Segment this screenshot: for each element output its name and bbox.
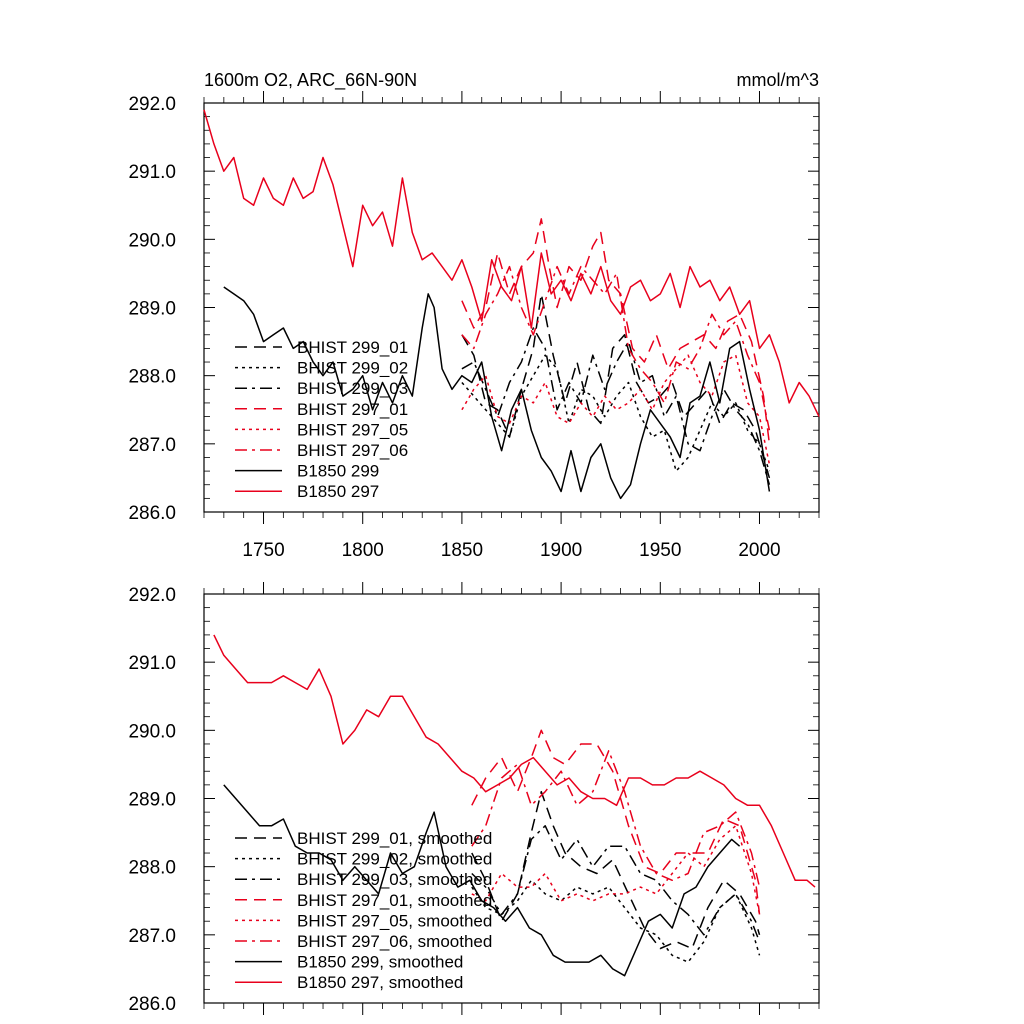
top-y-tick-label: 292.0 [128,94,176,115]
top-legend-label-0: BHIST 299_01 [297,338,408,357]
top-y-tick-label: 288.0 [128,367,176,388]
top-legend-label-6: B1850 299 [297,462,379,481]
top-series-line-3 [461,218,771,444]
bottom-series-line-0 [471,790,761,950]
bottom-series-line-6 [223,784,741,977]
top-series-line-4 [461,354,771,465]
bottom-legend-label-5: BHIST 297_06, smoothed [297,932,492,951]
top-series-line-7 [203,109,820,417]
top-y-tick-label: 291.0 [128,162,176,183]
top-x-tick-label: 1950 [639,540,681,561]
top-x-tick-label: 2000 [738,540,780,561]
top-x-tick-label: 1900 [540,540,582,561]
bottom-panel: 286.0 287.0 288.0 289.0 290.0 291.0 292.0 BHIST… [128,582,820,1015]
bottom-legend-label-3: BHIST 297_01, smoothed [297,891,492,910]
bottom-y-tick-label: 292.0 [128,585,176,606]
bottom-y-tick-label: 291.0 [128,653,176,674]
chart-units: mmol/m^3 [737,70,819,90]
bottom-series-line-2 [471,825,761,942]
top-x-tick-label: 1850 [441,540,483,561]
bottom-legend-label-6: B1850 299, smoothed [297,953,463,972]
top-series-line-1 [461,354,771,472]
chart-title: 1600m O2, ARC_66N-90N [204,70,417,91]
bottom-series-line-4 [471,825,761,915]
bottom-y-tick-label: 289.0 [128,790,176,811]
top-legend-label-4: BHIST 297_05 [297,420,408,439]
bottom-legend-label-2: BHIST 299_03, smoothed [297,870,492,889]
bottom-series-line-3 [471,729,761,915]
top-y-tick-label: 290.0 [128,230,176,251]
top-y-tick-label: 286.0 [128,503,176,524]
top-x-tick-label: 1800 [342,540,384,561]
bottom-y-tick-label: 288.0 [128,858,176,879]
bottom-legend-label-7: B1850 297, smoothed [297,973,463,992]
bottom-legend-label-0: BHIST 299_01, smoothed [297,829,492,848]
top-legend-label-1: BHIST 299_02 [297,359,408,378]
top-legend-label-5: BHIST 297_06 [297,441,408,460]
top-y-tick-label: 287.0 [128,435,176,456]
bottom-y-tick-label: 287.0 [128,926,176,947]
bottom-series-line-5 [471,750,761,888]
top-panel: 1750 1800 1850 1900 1950 2000 286.0 287.0 288.0 2… [128,91,820,561]
top-legend-label-7: B1850 297 [297,482,379,501]
top-y-tick-label: 289.0 [128,299,176,320]
top-series-line-2 [461,327,771,485]
bottom-y-tick-label: 286.0 [128,994,176,1015]
bottom-series-line-7 [213,634,816,888]
top-legend-label-3: BHIST 297_01 [297,400,408,419]
bottom-legend-label-1: BHIST 299_02, smoothed [297,850,492,869]
top-series-line-6 [223,286,771,500]
top-series-line-0 [461,293,771,479]
top-series-line-5 [461,265,771,431]
top-x-tick-label: 1750 [242,540,284,561]
bottom-legend-label-4: BHIST 297_05, smoothed [297,911,492,930]
bottom-y-tick-label: 290.0 [128,721,176,742]
top-legend-label-2: BHIST 299_03 [297,379,408,398]
